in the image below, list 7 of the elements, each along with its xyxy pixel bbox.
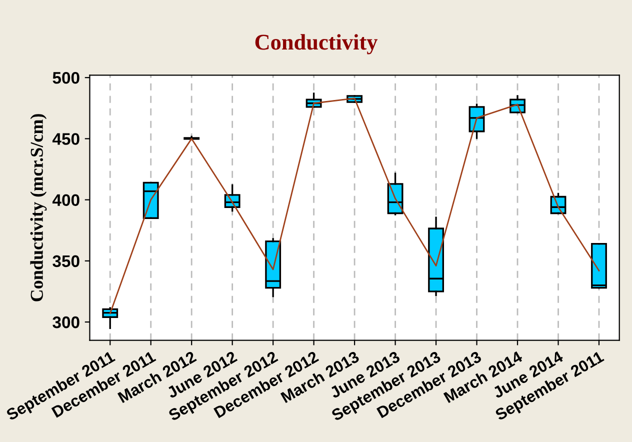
y-tick-label: 350	[52, 255, 80, 268]
y-tick-label: 500	[52, 72, 80, 84]
y-axis-title: Conductivity (mcr.S/cm)	[30, 114, 47, 302]
y-tick-label: 400	[52, 194, 80, 206]
chart-title: Conductivity	[255, 34, 378, 54]
y-tick-label: 450	[52, 133, 80, 145]
y-tick-label: 300	[52, 316, 80, 328]
